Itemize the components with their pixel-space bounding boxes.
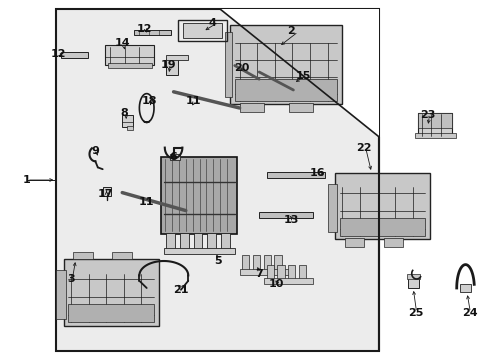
Bar [339,218,425,236]
Text: 24: 24 [461,308,476,318]
Bar [298,265,305,279]
Text: 18: 18 [141,96,157,106]
Text: 23: 23 [419,110,435,120]
Text: 19: 19 [161,60,176,70]
Bar [193,233,202,250]
Bar [264,278,312,284]
Bar [277,265,284,279]
Bar [252,255,260,270]
Bar [161,157,237,234]
Bar [178,20,227,41]
Bar [239,269,288,275]
Bar [459,284,470,292]
Bar [229,25,342,104]
Bar [266,265,273,279]
Bar [263,255,270,270]
Bar [417,113,451,137]
Bar [163,248,234,254]
Bar [266,172,325,178]
Bar [221,233,229,250]
Text: 10: 10 [268,279,284,289]
Bar [107,63,151,68]
Text: 12: 12 [51,49,66,59]
Bar [259,212,312,218]
Text: 17: 17 [97,189,113,199]
Text: 11: 11 [139,197,154,207]
Bar [63,259,159,326]
Polygon shape [220,9,378,137]
Bar [134,30,171,35]
Text: 3: 3 [67,274,75,284]
Text: 9: 9 [91,146,99,156]
Text: 5: 5 [213,256,221,266]
Text: 22: 22 [356,143,371,153]
Bar [242,255,249,270]
Bar [224,32,232,97]
Bar [105,45,154,65]
Bar [122,115,133,127]
Bar [239,103,264,112]
Bar [414,133,455,138]
Bar [234,79,337,101]
Bar [288,103,312,112]
Bar [56,9,378,351]
Bar [166,233,175,250]
Bar [180,233,188,250]
Text: 14: 14 [114,38,130,48]
Text: 13: 13 [283,215,298,225]
Bar [68,304,154,322]
Bar [407,277,418,288]
Text: 2: 2 [286,26,294,36]
Bar [73,252,93,259]
Text: 16: 16 [309,168,325,178]
Bar [112,252,132,259]
Bar [207,233,216,250]
Text: 12: 12 [136,24,152,34]
Text: 1: 1 [23,175,31,185]
Bar [127,126,133,130]
Bar [383,238,403,247]
Text: 21: 21 [173,285,188,295]
Bar [327,184,337,232]
Text: 20: 20 [234,63,249,73]
Text: 6: 6 [169,152,177,162]
Bar [166,59,178,75]
Bar [334,173,429,239]
Bar [61,52,88,58]
Text: 4: 4 [208,18,216,28]
Bar [274,255,281,270]
Text: 8: 8 [121,108,128,118]
Bar [344,238,364,247]
Bar [102,187,111,196]
Text: 25: 25 [407,308,423,318]
Bar [287,265,295,279]
Bar [417,113,451,128]
Bar [183,23,222,38]
Bar [166,55,188,60]
Text: 11: 11 [185,96,201,106]
Bar [56,270,66,319]
Bar [169,154,180,160]
Text: 7: 7 [255,269,263,279]
Text: 15: 15 [295,71,310,81]
Bar [407,274,419,279]
